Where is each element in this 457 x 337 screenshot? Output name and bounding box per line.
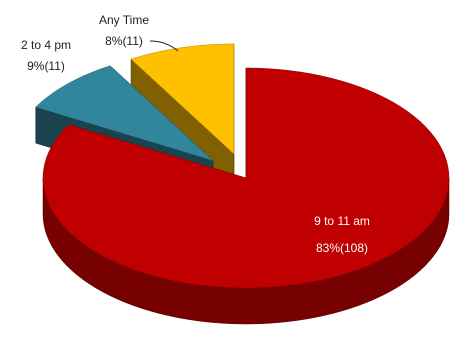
slice-label-value-9-to-11-am: 83%(108) <box>316 241 368 255</box>
slice-label-value-2-to-4-pm: 9%(11) <box>27 59 65 73</box>
slice-label-name-9-to-11-am: 9 to 11 am <box>314 214 370 228</box>
slice-any-time-top <box>130 43 235 155</box>
leader-line-any-time <box>149 40 179 52</box>
slice-9-to-11-am-top <box>42 67 450 289</box>
slice-label-name-2-to-4-pm: 2 to 4 pm <box>21 38 71 52</box>
slices-group <box>35 43 450 325</box>
slice-2-to-4-pm-top <box>35 65 214 161</box>
slice-label-name-any-time: Any Time <box>99 13 149 27</box>
slice-label-value-any-time: 8%(11) <box>105 34 143 48</box>
labels-group: Any Time 8%(11) 2 to 4 pm 9%(11) 9 to 11… <box>21 13 370 255</box>
